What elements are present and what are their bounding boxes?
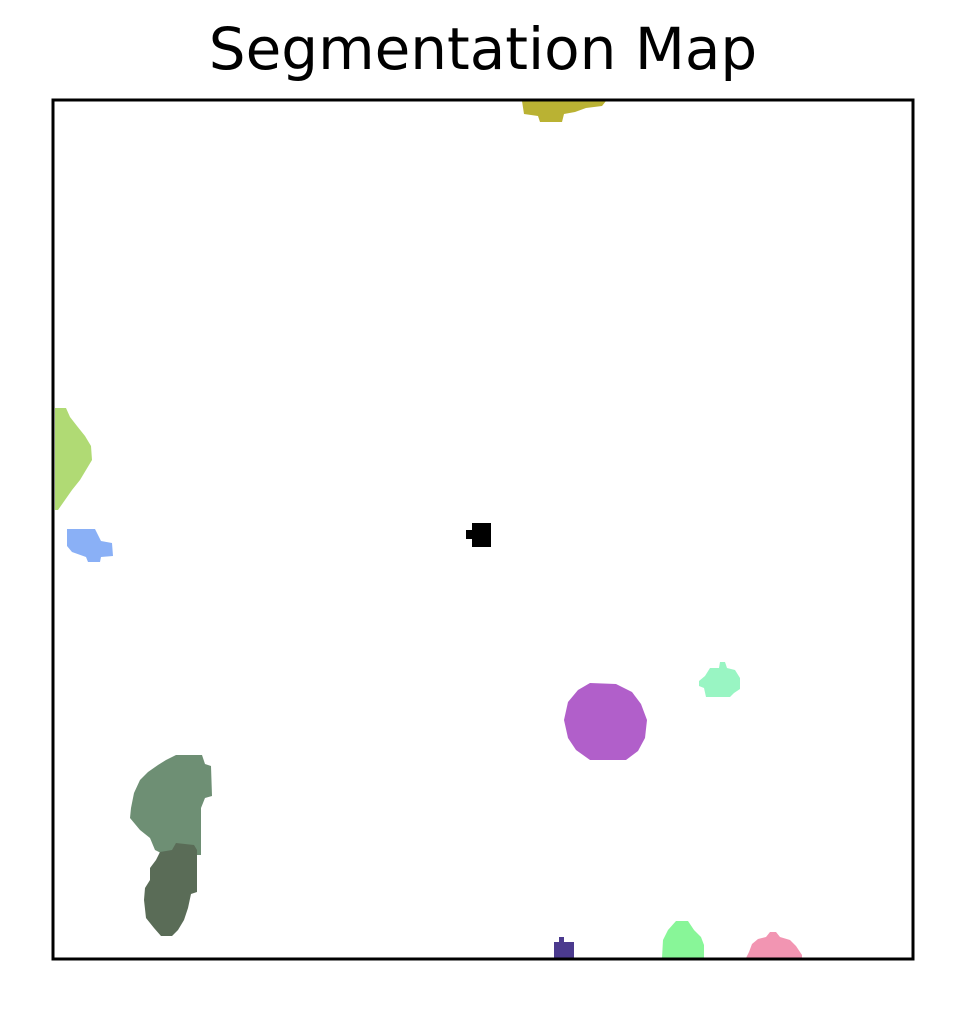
mint-segment [699, 662, 740, 697]
olive-segment [522, 101, 606, 122]
black-segment [466, 523, 491, 547]
purple-segment [564, 683, 647, 760]
dark-green-segment [144, 843, 197, 936]
pink-segment [746, 932, 802, 958]
lime-segment [55, 408, 92, 510]
indigo-segment [554, 937, 574, 958]
blue-segment [67, 529, 113, 562]
chart-title: Segmentation Map [208, 15, 758, 83]
map-frame [51, 98, 915, 961]
sage-segment [130, 755, 212, 855]
green-segment [662, 921, 704, 958]
